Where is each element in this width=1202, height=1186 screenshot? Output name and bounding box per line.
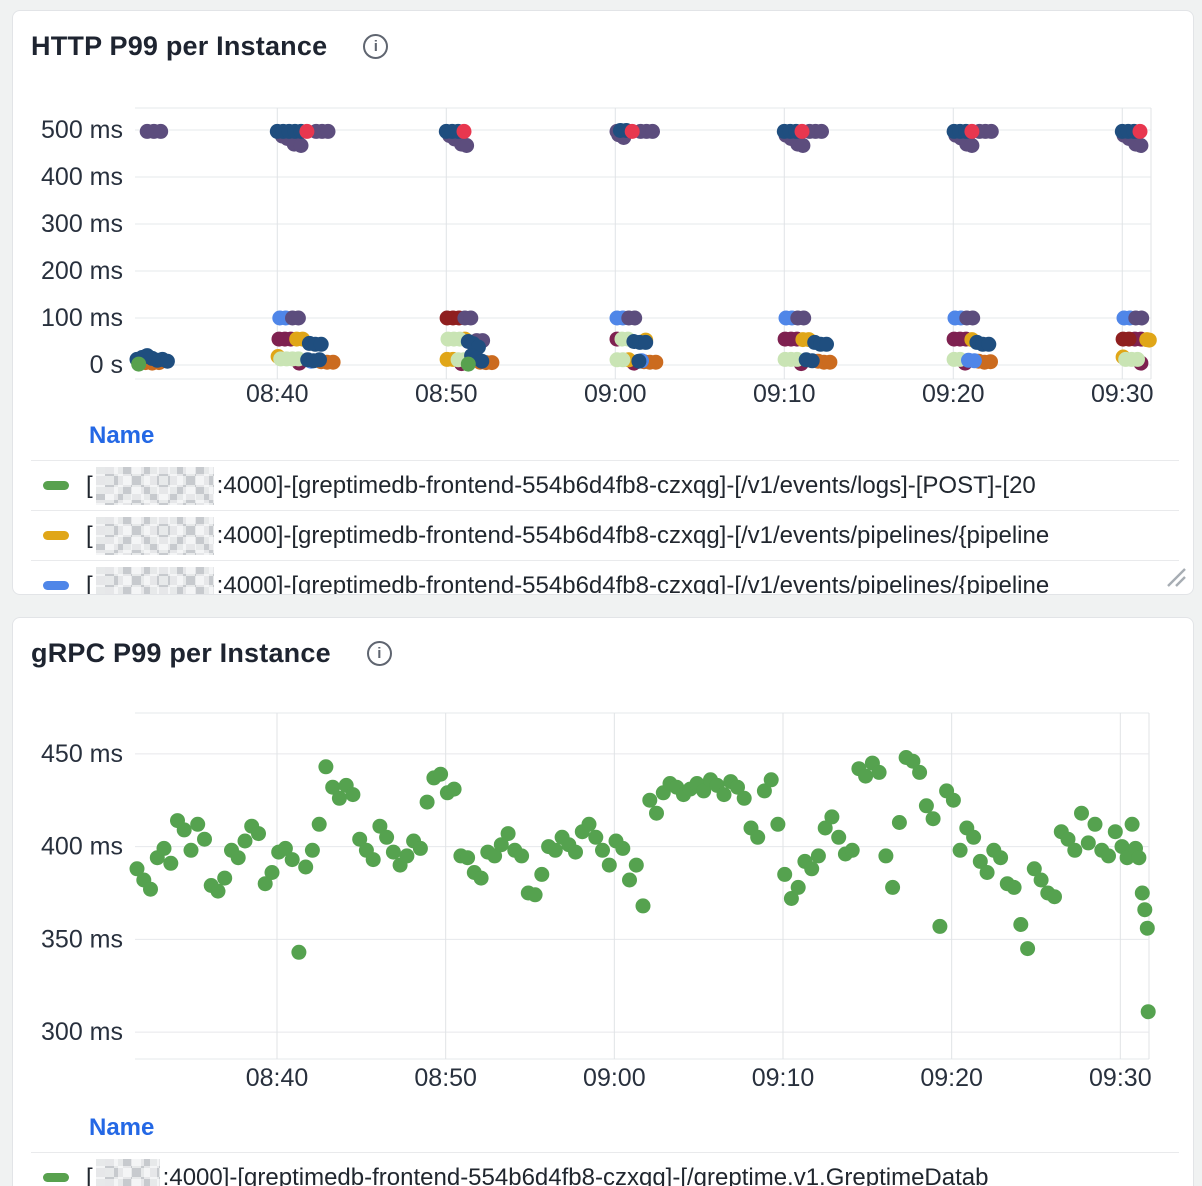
legend-rows: [:4000]-[greptimedb-frontend-554b6d4fb8-…	[31, 1152, 1179, 1186]
legend: Name [:4000]-[greptimedb-frontend-554b6d…	[31, 416, 1179, 594]
x-axis-tick-label: 09:00	[583, 1064, 646, 1092]
grpc-p99-scatter-chart[interactable]: 450 ms 400 ms 350 ms 300 ms 08:40 08:50 09:00 0…	[13, 696, 1194, 1108]
x-axis-tick-label: 09:30	[1091, 380, 1154, 408]
series-yellow	[270, 331, 1157, 368]
legend-row-label: [:4000]-[greptimedb-frontend-554b6d4fb8-…	[86, 466, 1179, 505]
legend-name-header[interactable]: Name	[89, 1114, 155, 1141]
x-axis-tick-label: 08:50	[414, 1064, 477, 1092]
series-orange	[138, 353, 998, 371]
legend-row-label: [:4000]-[greptimedb-frontend-554b6d4fb8-…	[86, 1158, 1179, 1186]
panel-header: HTTP P99 per Instance i	[31, 31, 1175, 62]
x-axis-tick-label: 08:50	[415, 380, 478, 408]
panel-title: gRPC P99 per Instance	[31, 638, 331, 668]
series-purple	[139, 123, 1150, 349]
legend-row[interactable]: [:4000]-[greptimedb-frontend-554b6d4fb8-…	[31, 1152, 1179, 1186]
x-axis-tick-label: 08:40	[246, 1064, 309, 1092]
y-axis-tick-label: 350 ms	[41, 925, 123, 953]
legend-row[interactable]: [:4000]-[greptimedb-frontend-554b6d4fb8-…	[31, 560, 1179, 594]
info-icon[interactable]: i	[366, 641, 392, 666]
panel-grpc-p99: gRPC P99 per Instance i 450 ms 400 ms 350 …	[12, 617, 1194, 1186]
y-axis-tick-label: 400 ms	[41, 833, 123, 861]
series-light-green	[273, 331, 1145, 368]
series-color-pill	[43, 581, 69, 590]
x-axis-tick-label: 09:00	[584, 380, 647, 408]
x-axis-tick-label: 09:10	[753, 380, 816, 408]
series-grpc-green	[129, 750, 1156, 1020]
y-axis-tick-label: 200 ms	[41, 257, 123, 285]
http-p99-scatter-chart[interactable]: 500 ms 400 ms 300 ms 200 ms 100 ms 0 s 08:40 08…	[13, 96, 1194, 414]
x-axis-tick-label: 09:20	[920, 1064, 983, 1092]
series-color-pill	[43, 1173, 69, 1182]
series-color-pill	[43, 481, 69, 490]
redacted-host-blur	[95, 466, 214, 505]
x-axis-tick-label: 09:10	[752, 1064, 815, 1092]
y-axis-tick-label: 450 ms	[41, 740, 123, 768]
y-axis-tick-label: 100 ms	[41, 304, 123, 332]
x-axis-tick-label: 09:30	[1089, 1064, 1152, 1092]
redacted-host-blur	[95, 566, 214, 594]
legend-row-label: [:4000]-[greptimedb-frontend-554b6d4fb8-…	[86, 566, 1179, 594]
series-color-pill	[43, 531, 69, 540]
series-blue	[272, 310, 1138, 369]
info-icon[interactable]: i	[363, 34, 389, 59]
y-axis-tick-label: 300 ms	[41, 210, 123, 238]
x-axis-tick-label: 09:20	[922, 380, 985, 408]
series-green	[131, 356, 476, 372]
panel-title: HTTP P99 per Instance	[31, 31, 328, 61]
y-axis-tick-label: 400 ms	[41, 163, 123, 191]
resize-grip-icon[interactable]	[1166, 567, 1186, 587]
x-axis-tick-label: 08:40	[246, 380, 309, 408]
legend: Name [:4000]-[greptimedb-frontend-554b6d…	[31, 1108, 1179, 1186]
panel-header: gRPC P99 per Instance i	[31, 638, 1175, 669]
legend-row[interactable]: [:4000]-[greptimedb-frontend-554b6d4fb8-…	[31, 460, 1179, 510]
series-navy	[129, 123, 1142, 369]
redacted-host-blur	[95, 516, 214, 555]
panel-http-p99: HTTP P99 per Instance i 500 ms 400 ms 300 …	[12, 10, 1194, 595]
series-maroon	[439, 310, 1137, 347]
legend-name-header[interactable]: Name	[89, 422, 155, 449]
y-axis-tick-label: 0 s	[90, 351, 123, 379]
legend-row-label: [:4000]-[greptimedb-frontend-554b6d4fb8-…	[86, 516, 1179, 555]
series-crimson	[299, 123, 1148, 139]
legend-rows: [:4000]-[greptimedb-frontend-554b6d4fb8-…	[31, 460, 1179, 594]
redacted-host-blur	[95, 1158, 160, 1186]
y-axis-tick-label: 500 ms	[41, 116, 123, 144]
legend-row[interactable]: [:4000]-[greptimedb-frontend-554b6d4fb8-…	[31, 510, 1179, 560]
y-axis-tick-label: 300 ms	[41, 1018, 123, 1046]
